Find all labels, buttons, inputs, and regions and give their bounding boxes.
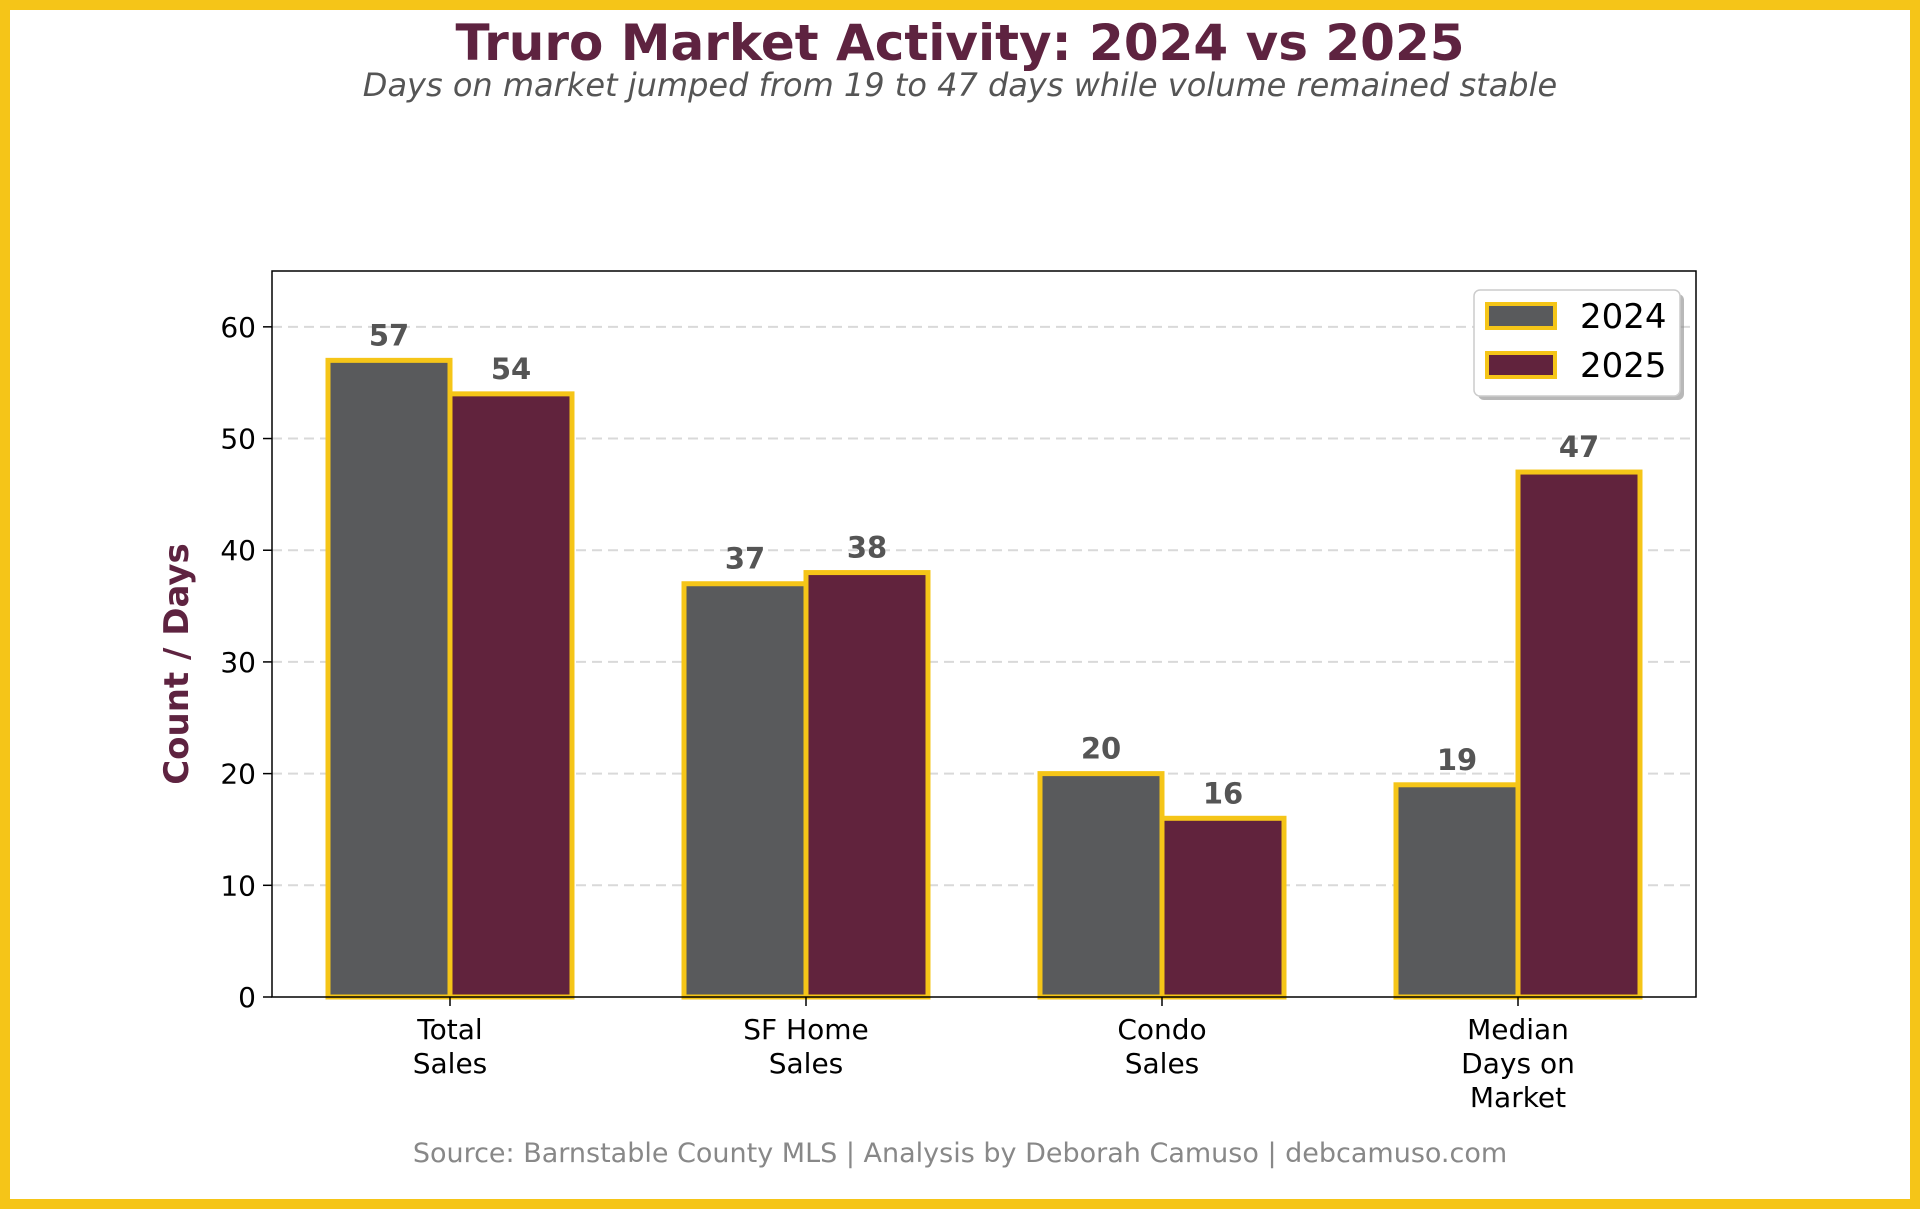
y-axis-label: Count / Days — [157, 543, 197, 785]
source-note: Source: Barnstable County MLS | Analysis… — [413, 1138, 1507, 1169]
chart-title: Truro Market Activity: 2024 vs 2025 — [455, 14, 1464, 72]
x-tick-label: Sales — [1125, 1047, 1200, 1080]
bar-2025-3 — [1515, 469, 1643, 1000]
legend-swatch-2024 — [1485, 302, 1557, 330]
bar-2025-1 — [803, 570, 931, 1000]
value-label-2024-2: 20 — [1081, 732, 1121, 766]
x-tick-label: Sales — [413, 1047, 488, 1080]
legend: 2024 2025 — [1473, 289, 1684, 400]
x-tick-label: Market — [1470, 1081, 1566, 1114]
legend-label-2024: 2024 — [1580, 297, 1667, 337]
y-tick-label: 40 — [220, 534, 256, 567]
x-tick-label: SF Home — [743, 1013, 868, 1046]
value-label-2025-1: 38 — [847, 531, 887, 565]
y-tick-label: 0 — [238, 981, 256, 1014]
y-tick-label: 30 — [220, 646, 256, 679]
chart-subtitle: Days on market jumped from 19 to 47 days… — [363, 66, 1557, 104]
x-tick-label: Median — [1467, 1013, 1569, 1046]
value-label-2024-1: 37 — [725, 542, 765, 576]
bar-2025-0 — [447, 391, 575, 1000]
x-tick-label: Total — [416, 1013, 482, 1046]
value-label-2025-0: 54 — [491, 352, 531, 386]
bar-2024-3 — [1393, 782, 1521, 1000]
y-tick-label: 20 — [220, 758, 256, 791]
bar-2024-0 — [325, 357, 453, 1000]
y-tick-label: 50 — [220, 423, 256, 456]
legend-swatch-2025 — [1485, 351, 1557, 379]
y-tick-label: 60 — [220, 311, 256, 344]
x-tick-label: Condo — [1117, 1013, 1206, 1046]
x-tick-label: Sales — [769, 1047, 844, 1080]
value-label-2024-0: 57 — [369, 318, 409, 352]
bar-2024-2 — [1037, 771, 1165, 1000]
bar-2024-1 — [681, 581, 809, 1000]
value-label-2024-3: 19 — [1437, 743, 1477, 777]
value-label-2025-3: 47 — [1559, 430, 1599, 464]
plot-frame — [271, 270, 1697, 998]
value-labels: 57 54 37 38 20 16 19 47 — [369, 318, 1599, 810]
value-label-2025-2: 16 — [1203, 776, 1243, 810]
legend-label-2025: 2025 — [1580, 346, 1667, 386]
y-tick-label: 10 — [220, 869, 256, 902]
bar-2025-2 — [1159, 815, 1287, 1000]
x-tick-label: Days on — [1461, 1047, 1575, 1080]
